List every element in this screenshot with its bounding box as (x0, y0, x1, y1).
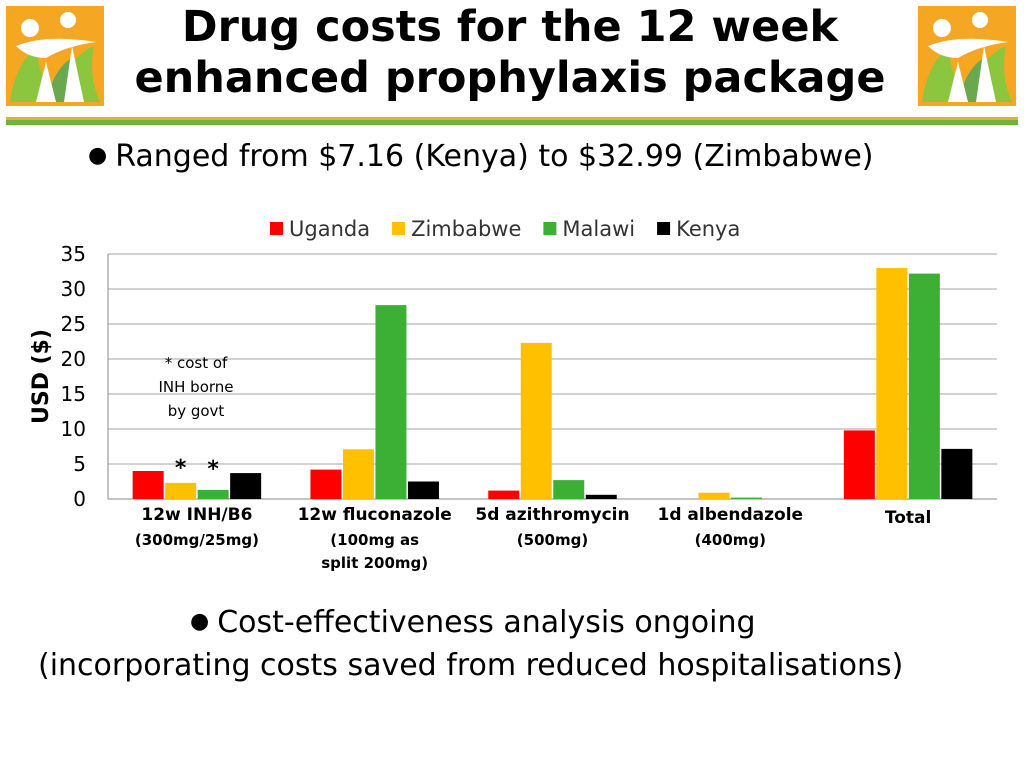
bar-zimbabwe-0 (165, 482, 197, 499)
y-tick-label: 10 (61, 417, 86, 441)
bar-kenya-2 (585, 494, 617, 499)
annotation-text: by govt (168, 402, 225, 420)
x-category-sublabel: split 200mg) (321, 554, 428, 572)
x-category-sublabel: (300mg/25mg) (135, 531, 259, 549)
annotation-text: * cost of (165, 354, 228, 372)
legend-swatch-kenya (657, 222, 671, 235)
bar-malawi-4 (908, 273, 940, 499)
bar-malawi-1 (375, 305, 407, 499)
bar-kenya-4 (941, 448, 973, 499)
bar-uganda-2 (488, 490, 520, 499)
asterisk-marker: * (175, 456, 187, 481)
bullet-icon: ● (190, 609, 210, 634)
legend-swatch-malawi (543, 222, 557, 235)
x-category-label: 12w INH/B6 (141, 505, 252, 525)
bar-uganda-1 (310, 469, 342, 499)
family-logo-icon (918, 6, 1016, 106)
bar-malawi-3 (731, 497, 763, 499)
x-category-label: Total (885, 508, 931, 528)
legend-label-malawi: Malawi (562, 217, 635, 241)
y-tick-label: 30 (61, 277, 86, 301)
y-tick-label: 25 (61, 312, 86, 336)
family-logo-icon (6, 6, 104, 106)
legend-label-uganda: Uganda (289, 217, 370, 241)
legend-label-kenya: Kenya (676, 217, 740, 241)
title-divider (6, 117, 1018, 125)
bullet-cea-text: Cost-effectiveness analysis ongoing (217, 605, 756, 640)
page-title: Drug costs for the 12 week enhanced prop… (110, 2, 910, 104)
bar-chart: 0 5 10 15 20 25 30 35 USD ($) 12w INH/B6 (300mg/25… (29, 217, 997, 572)
bar-malawi-0 (197, 489, 229, 499)
x-category-label: 1d albendazole (658, 505, 804, 525)
asterisk-marker: * (207, 457, 219, 482)
y-axis-label: USD ($) (29, 329, 54, 424)
annotation-text: INH borne (158, 378, 233, 396)
x-category-sublabel: (400mg) (695, 531, 766, 549)
y-tick-label: 0 (73, 487, 86, 511)
x-category-sublabel: (500mg) (517, 531, 588, 549)
y-tick-label: 20 (61, 347, 86, 371)
bar-uganda-0 (132, 471, 164, 499)
legend-swatch-uganda (270, 222, 283, 235)
bullet-range-text: Ranged from $7.16 (Kenya) to $32.99 (Zim… (115, 139, 874, 174)
y-tick-label: 5 (73, 452, 86, 476)
bar-uganda-4 (843, 430, 875, 499)
x-category-label: 12w fluconazole (298, 505, 452, 525)
bar-zimbabwe-3 (698, 492, 730, 499)
x-category-label: 5d azithromycin (475, 505, 629, 525)
bar-zimbabwe-1 (342, 449, 374, 499)
x-category-sublabel: (100mg as (330, 531, 419, 549)
y-tick-label: 35 (61, 242, 86, 266)
bar-zimbabwe-4 (876, 268, 908, 499)
bar-kenya-0 (230, 473, 262, 499)
bullet-cea: ● Cost-effectiveness analysis ongoing (190, 605, 756, 640)
bullet-range: ● Ranged from $7.16 (Kenya) to $32.99 (Zi… (88, 139, 874, 174)
legend-label-zimbabwe: Zimbabwe (411, 217, 521, 241)
bar-malawi-2 (553, 480, 585, 499)
y-tick-label: 15 (61, 382, 86, 406)
bar-kenya-1 (407, 481, 439, 499)
legend-swatch-zimbabwe (392, 222, 406, 235)
bullet-cea-continuation: (incorporating costs saved from reduced … (38, 648, 904, 683)
title-line-2: enhanced prophylaxis package (134, 53, 886, 103)
bullet-icon: ● (88, 143, 108, 168)
bar-zimbabwe-2 (520, 342, 552, 499)
title-line-1: Drug costs for the 12 week (181, 2, 839, 52)
